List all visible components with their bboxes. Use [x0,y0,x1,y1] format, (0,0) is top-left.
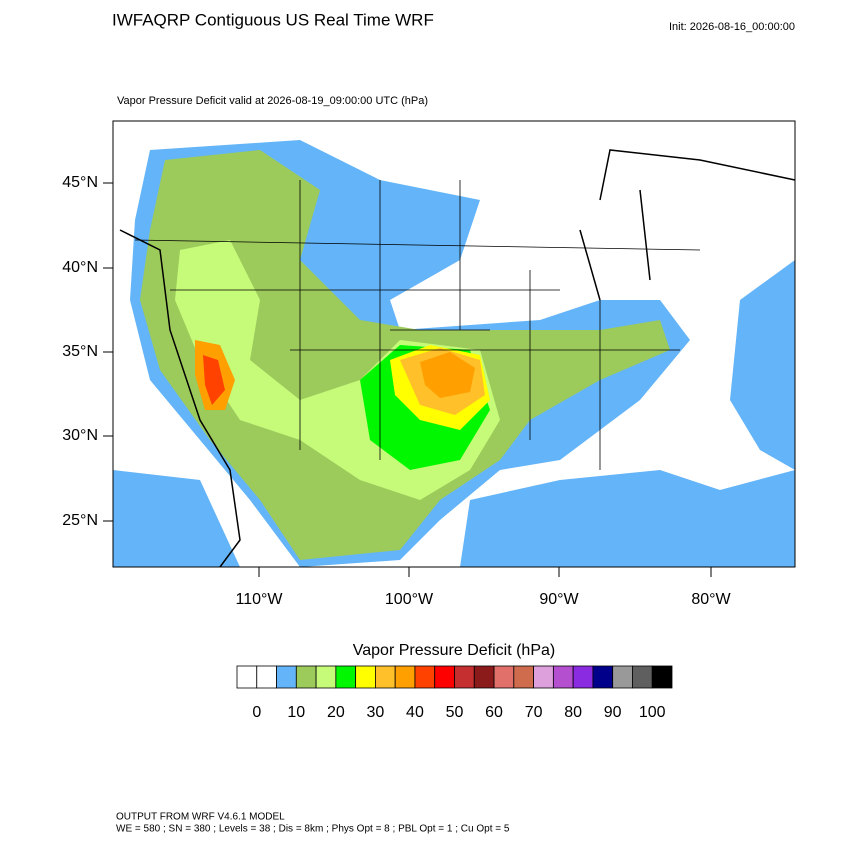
colorbar: Vapor Pressure Deficit (hPa) 0 10 20 30 40 50… [236,642,673,721]
map-labels: 45°N 40°N 35°N 30°N 25°N 110°W 100°W 90°W 80°W [62,174,731,608]
colorbar-box [493,665,515,689]
colorbar-box [276,665,297,689]
lon-label: 80°W [691,591,731,608]
lon-label: 90°W [539,591,579,608]
field-socal-red [203,355,225,405]
colorbar-box [592,665,614,689]
colorbar-box [533,665,554,689]
colorbar-box [236,665,258,689]
colorbar-tick-label: 30 [367,704,385,721]
map [112,120,796,568]
map-field [113,121,795,567]
field-gulf [460,470,795,567]
colorbar-tick-label: 90 [604,704,622,721]
colorbar-box [315,665,337,689]
footer-line: WE = 580 ; SN = 380 ; Levels = 38 ; Dis … [116,824,510,835]
lat-label: 45°N [62,174,98,191]
colorbar-box [355,665,376,689]
map-subtitle: Vapor Pressure Deficit valid at 2026-08-… [117,95,428,107]
colorbar-tick-label: 70 [525,704,543,721]
state-borders [134,180,701,470]
colorbar-box [434,665,455,689]
colorbar-tick-label: 50 [446,704,464,721]
colorbar-box [256,665,277,689]
field-pacific [113,470,240,567]
colorbar-box [295,665,317,689]
colorbar-box [335,665,357,689]
lat-label: 30°N [62,427,98,444]
colorbar-tick-label: 0 [252,704,261,721]
colorbar-tick-label: 80 [564,704,582,721]
coastlines [119,149,795,567]
colorbar-box [651,665,673,689]
colorbar-box [473,665,495,689]
colorbar-box [513,665,534,689]
colorbar-tick-label: 10 [287,704,305,721]
lat-label: 40°N [62,259,98,276]
colorbar-tick-label: 100 [639,704,666,721]
map-frame [112,120,796,568]
colorbar-box [375,665,396,689]
colorbar-box [454,665,475,689]
title: IWFAQRP Contiguous US Real Time WRF [112,10,434,29]
colorbar-tick-label: 40 [406,704,424,721]
field-orange [420,352,475,398]
footer-line: OUTPUT FROM WRF V4.6.1 MODEL [116,812,285,823]
lon-label: 100°W [385,591,434,608]
field-atlantic [730,260,795,470]
init-time: Init: 2026-08-16_00:00:00 [669,21,795,33]
colorbar-box [414,665,436,689]
colorbar-box [394,665,416,689]
colorbar-box [632,665,653,689]
colorbar-tick-label: 20 [327,704,345,721]
colorbar-title: Vapor Pressure Deficit (hPa) [353,642,555,659]
colorbar-box [552,665,574,689]
colorbar-box [572,665,594,689]
lat-label: 25°N [62,512,98,529]
colorbar-tick-label: 60 [485,704,503,721]
lat-label: 35°N [62,343,98,360]
colorbar-box [612,665,633,689]
lon-label: 110°W [235,591,283,608]
